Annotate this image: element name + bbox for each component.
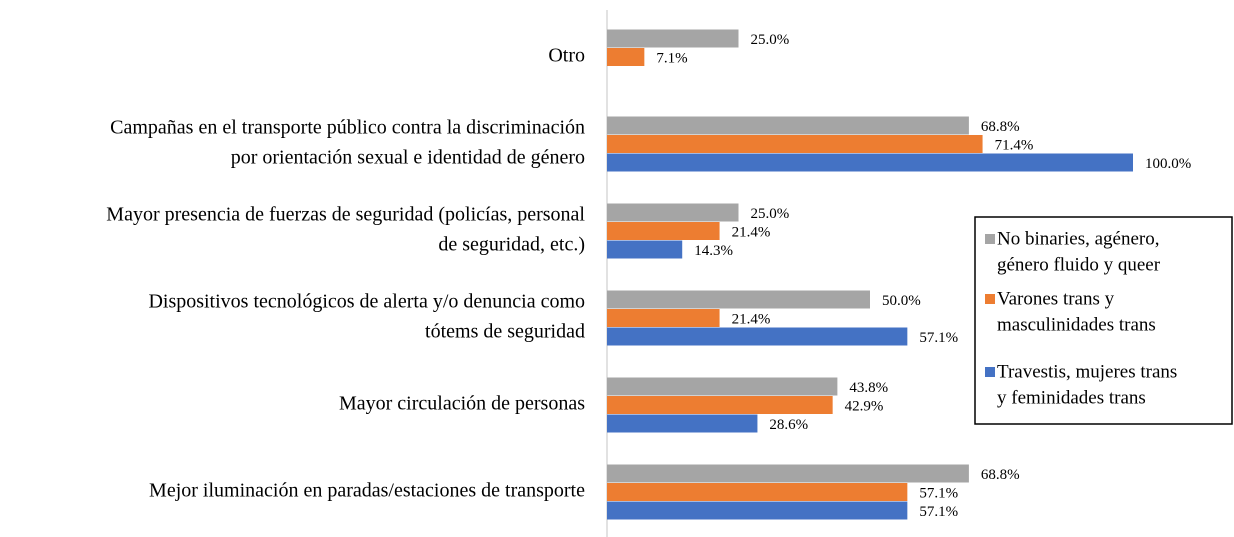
bar (607, 48, 645, 66)
category-label: Mejor iluminación en paradas/estaciones … (149, 480, 585, 502)
value-label: 21.4% (732, 311, 771, 327)
category-label: Dispositivos tecnológicos de alerta y/o … (148, 291, 585, 313)
bar (607, 501, 908, 520)
category-label: de seguridad, etc.) (438, 234, 585, 256)
bar (607, 290, 870, 309)
bar (607, 483, 908, 501)
legend-swatch (985, 234, 995, 244)
legend-box (974, 216, 1233, 425)
category-label: tótems de seguridad (425, 321, 585, 343)
category-label: por orientación sexual e identidad de gé… (231, 147, 585, 169)
bar (607, 327, 908, 346)
value-label: 57.1% (919, 485, 958, 501)
value-label: 71.4% (995, 137, 1034, 153)
bar (607, 240, 683, 259)
value-label: 42.9% (845, 398, 884, 414)
category-label: Mayor presencia de fuerzas de seguridad … (106, 204, 585, 226)
category-label: Mayor circulación de personas (339, 393, 585, 415)
category-label: Campañas en el transporte público contra… (110, 117, 585, 139)
legend-label: Varones trans y (997, 288, 1115, 309)
bar (607, 309, 720, 327)
value-label: 21.4% (732, 224, 771, 240)
value-label: 28.6% (769, 417, 808, 433)
bar (607, 222, 720, 240)
bar (607, 116, 969, 135)
value-label: 25.0% (751, 206, 790, 222)
bar (607, 396, 833, 414)
value-label: 57.1% (919, 330, 958, 346)
legend-label: masculinidades trans (997, 314, 1156, 335)
value-label: 68.8% (981, 119, 1020, 135)
value-label: 7.1% (656, 50, 687, 66)
value-label: 100.0% (1145, 156, 1191, 172)
bar (607, 464, 969, 483)
legend-label: y feminidades trans (997, 387, 1146, 408)
legend-label: Travestis, mujeres trans (997, 361, 1177, 382)
value-label: 43.8% (849, 380, 888, 396)
legend-swatch (985, 367, 995, 377)
bar (607, 153, 1133, 172)
value-label: 14.3% (694, 243, 733, 259)
value-label: 57.1% (919, 504, 958, 520)
bar (607, 135, 983, 153)
category-label: Otro (548, 45, 585, 67)
legend-label: género fluido y queer (997, 254, 1161, 275)
bar (607, 203, 739, 222)
bar (607, 29, 739, 48)
legend-swatch (985, 294, 995, 304)
bar (607, 414, 758, 433)
value-label: 25.0% (751, 32, 790, 48)
value-label: 50.0% (882, 293, 921, 309)
value-label: 68.8% (981, 467, 1020, 483)
bar (607, 377, 838, 396)
legend-label: No binaries, agénero, (997, 228, 1160, 249)
